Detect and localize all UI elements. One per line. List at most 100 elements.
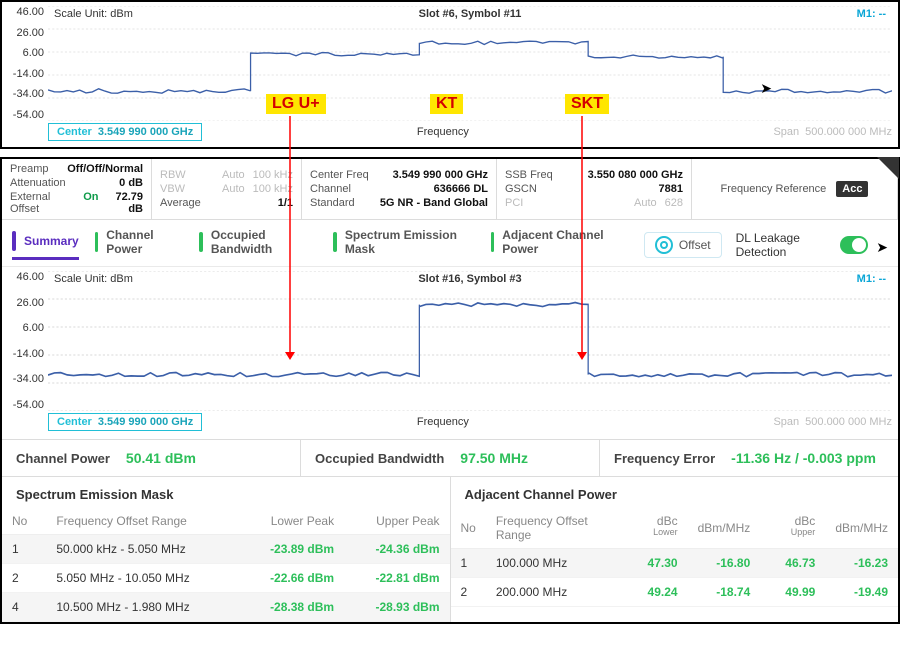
tab-accent-bar-icon: [12, 231, 16, 251]
param-grid: PreampOff/Off/NormalAttenuation0 dBExter…: [2, 159, 898, 220]
table-header: dBm/MHz: [825, 508, 898, 549]
y-tick-label: 6.00: [23, 322, 44, 334]
cell-lower-dbc: 47.30: [623, 549, 688, 578]
param-line: Attenuation 0 dB: [10, 177, 143, 189]
tab-occupied-bandwidth[interactable]: Occupied Bandwidth: [199, 228, 317, 262]
acp-title: Adjacent Channel Power: [451, 477, 899, 508]
scale-unit-label: Scale Unit: dBm: [54, 273, 133, 285]
cell-no: 1: [2, 535, 46, 564]
param-value: 72.79 dB: [107, 191, 143, 215]
table-header: Lower Peak: [239, 508, 344, 535]
dl-leakage-toggle[interactable]: DL Leakage Detection ➤: [736, 231, 888, 259]
param-col-ssb: SSB Freq3.550 080 000 GHzGSCN7881PCIAuto…: [497, 159, 692, 219]
table-row[interactable]: 1 100.000 MHz 47.30 -16.80 46.73 -16.23: [451, 549, 899, 578]
tab-summary[interactable]: Summary: [12, 231, 79, 260]
corner-notch-icon: [877, 157, 899, 179]
param-value: 0 dB: [119, 177, 143, 189]
param-line: PCIAuto628: [505, 197, 683, 209]
occupied-bw-metric: Occupied Bandwidth 97.50 MHz: [301, 440, 600, 476]
cell-lower-peak: -28.38 dBm: [239, 593, 344, 622]
cell-upper-dbmmhz: -16.23: [825, 549, 898, 578]
chp-label: Channel Power: [16, 451, 110, 466]
y-tick-label: -34.00: [13, 88, 44, 100]
tab-bar: Summary Channel Power Occupied Bandwidth Sp…: [2, 220, 898, 267]
param-value-secondary: 628: [665, 197, 683, 209]
param-label: PCI: [505, 197, 523, 209]
annotation-arrow-icon: [283, 116, 297, 362]
acp-table: NoFrequency Offset RangedBc LowerdBm/MHz…: [451, 508, 899, 607]
chp-value: 50.41 dBm: [126, 450, 196, 466]
param-value: 7881: [659, 183, 683, 195]
sem-panel: Spectrum Emission Mask NoFrequency Offse…: [2, 477, 451, 622]
table-header: dBc Upper: [760, 508, 825, 549]
x-axis-label: Frequency: [120, 416, 765, 428]
table-header: Frequency Offset Range: [486, 508, 623, 549]
table-row[interactable]: 2 200.000 MHz 49.24 -18.74 49.99 -19.49: [451, 578, 899, 607]
acp-panel: Adjacent Channel Power NoFrequency Offse…: [451, 477, 899, 622]
tab-channel-power[interactable]: Channel Power: [95, 228, 184, 262]
table-row[interactable]: 2 5.050 MHz - 10.050 MHz -22.66 dBm -22.…: [2, 564, 450, 593]
y-tick-label: -54.00: [13, 109, 44, 121]
table-row[interactable]: 1 50.000 kHz - 5.050 MHz -23.89 dBm -24.…: [2, 535, 450, 564]
center-label: Center: [57, 126, 92, 138]
cell-range: 200.000 MHz: [486, 578, 623, 607]
tab-label: Spectrum Emission Mask: [345, 228, 475, 256]
y-tick-label: 26.00: [16, 27, 44, 39]
freqref-label: Frequency Reference: [721, 183, 827, 195]
param-value: Auto: [222, 183, 245, 195]
annotation-label: LG U+: [266, 94, 326, 114]
cell-no: 2: [451, 578, 486, 607]
metrics-row: Channel Power 50.41 dBm Occupied Bandwid…: [2, 440, 898, 477]
param-on-flag: On: [83, 191, 98, 215]
cell-lower-peak: -22.66 dBm: [239, 564, 344, 593]
param-value: Auto: [222, 169, 245, 181]
tab-accent-bar-icon: [491, 232, 495, 252]
tab-spectrum-emission-mask[interactable]: Spectrum Emission Mask: [333, 228, 474, 262]
span-label: Span: [773, 416, 799, 428]
cell-lower-dbc: 49.24: [623, 578, 688, 607]
y-tick-label: -14.00: [13, 68, 44, 80]
param-line: Channel636666 DL: [310, 183, 488, 195]
cell-upper-dbc: 49.99: [760, 578, 825, 607]
y-tick-label: -34.00: [13, 373, 44, 385]
offset-label: Offset: [679, 238, 711, 252]
param-value: 636666 DL: [434, 183, 488, 195]
cell-lower-dbmmhz: -16.80: [688, 549, 761, 578]
annotation-arrow-icon: [575, 116, 589, 362]
span-value: 500.000 000 MHz: [805, 126, 892, 138]
cell-upper-peak: -22.81 dBm: [344, 564, 449, 593]
chart2-plot: [48, 271, 892, 411]
table-header: dBc Lower: [623, 508, 688, 549]
param-label: VBW: [160, 183, 185, 195]
table-header: Frequency Offset Range: [46, 508, 238, 535]
table-row[interactable]: 4 10.500 MHz - 1.980 MHz -28.38 dBm -28.…: [2, 593, 450, 622]
table-header: Upper Peak: [344, 508, 449, 535]
tab-accent-bar-icon: [199, 232, 203, 252]
param-line: PreampOff/Off/Normal: [10, 163, 143, 175]
param-line: GSCN 7881: [505, 183, 683, 195]
y-tick-label: 6.00: [23, 47, 44, 59]
y-tick-label: 26.00: [16, 297, 44, 309]
sem-title: Spectrum Emission Mask: [2, 477, 450, 508]
tab-label: Occupied Bandwidth: [211, 228, 317, 256]
x-axis-label: Frequency: [120, 126, 765, 138]
main-panel: PreampOff/Off/NormalAttenuation0 dBExter…: [0, 157, 900, 624]
param-label: RBW: [160, 169, 186, 181]
toggle-switch-icon: [840, 236, 868, 254]
cell-upper-dbmmhz: -19.49: [825, 578, 898, 607]
table-header: dBm/MHz: [688, 508, 761, 549]
param-col-freqref: Frequency Reference Acc: [692, 159, 898, 219]
offset-button[interactable]: Offset: [644, 232, 722, 258]
chart2-yaxis: 46.0026.006.00-14.00-34.00-54.00: [8, 271, 48, 411]
param-label: Attenuation: [10, 177, 66, 189]
cell-lower-dbmmhz: -18.74: [688, 578, 761, 607]
param-value: 3.549 990 000 GHz: [393, 169, 488, 181]
y-tick-label: -14.00: [13, 348, 44, 360]
param-label: Center Freq: [310, 169, 369, 181]
cell-range: 10.500 MHz - 1.980 MHz: [46, 593, 238, 622]
span-chip: Span 500.000 000 MHz: [773, 126, 892, 138]
table-header: No: [2, 508, 46, 535]
param-value: 5G NR - Band Global: [380, 197, 488, 209]
param-label: GSCN: [505, 183, 537, 195]
tab-adjacent-channel-power[interactable]: Adjacent Channel Power: [491, 228, 628, 262]
